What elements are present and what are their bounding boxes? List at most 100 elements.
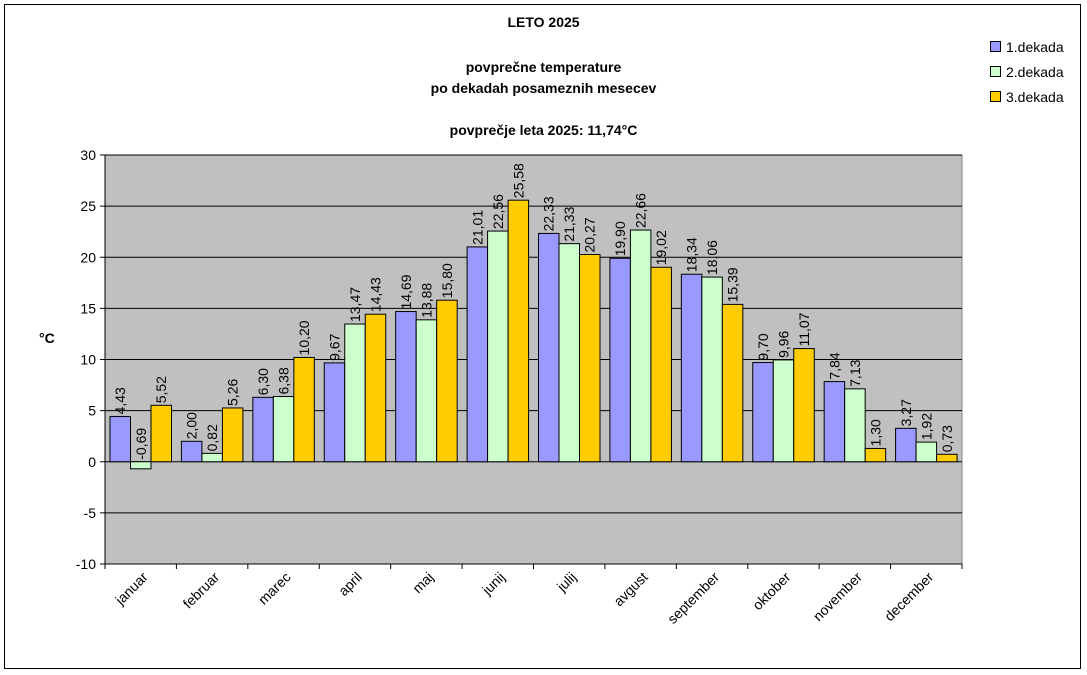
data-label: 13,47 — [347, 287, 363, 322]
bar — [680, 273, 703, 463]
legend-item: 1.dekada — [990, 34, 1064, 59]
bar — [364, 313, 387, 463]
chart-annotation: povprečje leta 2025: 11,74°C — [449, 122, 638, 138]
data-label: 2,00 — [184, 412, 200, 439]
data-label: 0,73 — [939, 425, 955, 452]
bar — [701, 276, 723, 463]
bar — [579, 253, 601, 463]
data-label: 22,66 — [633, 193, 649, 228]
bar — [221, 407, 244, 463]
y-axis-label: °C — [39, 330, 55, 346]
data-label: 1,30 — [867, 419, 883, 446]
bar — [793, 348, 815, 463]
data-label: 4,43 — [112, 387, 128, 414]
data-label: 19,02 — [653, 230, 669, 265]
chart-title: LETO 2025 — [507, 14, 580, 30]
bar — [395, 311, 417, 463]
x-tick-label: april — [335, 569, 365, 599]
bar — [650, 266, 672, 463]
data-label: 21,01 — [469, 210, 485, 245]
y-tick-label: 0 — [88, 454, 96, 470]
legend-label: 3.dekada — [1006, 88, 1064, 105]
bar — [772, 359, 795, 463]
y-tick-label: 15 — [80, 300, 96, 316]
y-tick-label: 10 — [80, 352, 96, 368]
bar — [936, 453, 958, 463]
bar — [323, 362, 346, 463]
chart-subtitle-1: povprečne temperature — [465, 59, 622, 75]
y-tick-label: 5 — [88, 403, 96, 419]
bar — [558, 243, 580, 463]
data-label: 15,39 — [725, 267, 741, 302]
data-label: 10,20 — [296, 320, 312, 355]
bar — [150, 404, 172, 463]
x-tick-label: januar — [111, 569, 151, 609]
bar — [272, 396, 295, 463]
bar — [436, 299, 458, 463]
bar — [180, 440, 203, 463]
data-label: 25,58 — [510, 163, 526, 198]
legend-item: 2.dekada — [990, 59, 1064, 84]
bar — [415, 319, 438, 463]
bar — [201, 452, 223, 463]
data-label: 7,13 — [847, 359, 863, 386]
bar — [293, 356, 315, 463]
x-tick-label: oktober — [749, 569, 794, 614]
x-tick-label: september — [664, 569, 722, 627]
x-tick-label: marec — [255, 569, 294, 608]
data-label: 0,82 — [204, 424, 220, 451]
bar — [252, 396, 274, 463]
data-label: 7,84 — [826, 352, 842, 379]
data-label: 6,38 — [276, 367, 292, 394]
bar — [895, 427, 917, 463]
x-tick-label: februar — [180, 569, 223, 612]
x-tick-label: december — [881, 569, 937, 625]
data-label: 20,27 — [582, 217, 598, 252]
y-tick-label: 25 — [80, 198, 96, 214]
bar — [844, 388, 866, 463]
x-tick-label: julij — [553, 569, 579, 595]
data-label: 13,88 — [418, 283, 434, 318]
bar — [629, 229, 652, 463]
bar — [915, 441, 938, 463]
data-label: 1,92 — [918, 413, 934, 440]
bar — [823, 381, 846, 463]
legend: 1.dekada 2.dekada 3.dekada — [990, 34, 1064, 109]
chart-subtitle-2: po dekadah posameznih mesecev — [430, 80, 657, 96]
bar — [344, 323, 366, 463]
bar — [752, 362, 774, 463]
bar — [538, 232, 560, 463]
bar — [864, 447, 887, 463]
data-label: 5,52 — [153, 376, 169, 403]
y-tick-label: 20 — [80, 249, 96, 265]
data-label: 14,43 — [368, 277, 384, 312]
legend-swatch — [990, 41, 1001, 52]
data-label: 6,30 — [255, 368, 271, 395]
legend-label: 2.dekada — [1006, 63, 1064, 80]
data-label: 14,69 — [398, 274, 414, 309]
data-label: -0,69 — [133, 428, 149, 460]
data-label: 9,96 — [776, 330, 792, 357]
data-label: 18,06 — [704, 240, 720, 275]
data-label: 5,26 — [225, 379, 241, 406]
bar — [507, 199, 530, 463]
x-tick-label: avgust — [610, 569, 651, 610]
legend-swatch — [990, 66, 1001, 77]
y-tick-label: 30 — [80, 147, 96, 163]
data-label: 11,07 — [796, 312, 812, 346]
legend-label: 1.dekada — [1006, 38, 1064, 55]
x-tick-label: november — [810, 569, 866, 625]
data-label: 3,27 — [898, 399, 914, 426]
data-label: 9,67 — [327, 333, 343, 360]
x-tick-label: junij — [478, 569, 508, 599]
data-label: 15,80 — [439, 263, 455, 298]
bar — [721, 303, 744, 463]
data-label: 21,33 — [561, 206, 577, 241]
data-label: 22,33 — [541, 196, 557, 231]
data-label: 9,70 — [755, 333, 771, 360]
data-label: 22,56 — [490, 194, 506, 229]
y-tick-label: -10 — [76, 556, 96, 572]
legend-item: 3.dekada — [990, 84, 1064, 109]
legend-swatch — [990, 91, 1001, 102]
